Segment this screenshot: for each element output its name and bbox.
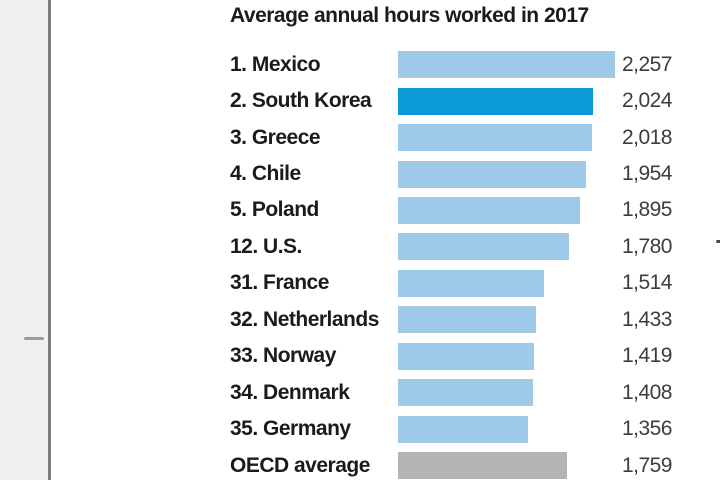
bar-cell	[398, 87, 618, 115]
bar-cell	[398, 342, 618, 370]
country-label: 31. France	[230, 271, 329, 295]
value-bar	[398, 342, 534, 370]
left-gutter-panel	[0, 0, 48, 480]
value-label: 2,257	[621, 52, 673, 76]
chart-row: 31. France 1,514	[230, 265, 673, 301]
value-label: 2,024	[621, 89, 673, 113]
chart-title: Average annual hours worked in 2017	[230, 4, 589, 27]
chart-row: OECD average 1,759	[230, 447, 673, 483]
value-bar	[398, 452, 567, 480]
bar-cell	[398, 269, 618, 297]
country-label: 34. Denmark	[230, 380, 350, 404]
country-label: 4. Chile	[230, 162, 301, 186]
bar-cell	[398, 452, 618, 480]
country-label: 1. Mexico	[230, 52, 321, 76]
value-label: 1,780	[621, 234, 673, 258]
value-bar	[398, 306, 536, 334]
value-label: 1,759	[621, 453, 673, 477]
value-bar	[398, 87, 593, 115]
panel-divider-line	[48, 0, 51, 480]
country-label: 12. U.S.	[230, 234, 302, 258]
country-label: 2. South Korea	[230, 89, 372, 113]
value-label: 1,419	[621, 344, 673, 368]
chart-row: 35. Germany 1,356	[230, 411, 673, 447]
chart-row: 32. Netherlands 1,433	[230, 302, 673, 338]
value-label: 1,356	[621, 417, 673, 441]
value-label: 1,514	[621, 271, 673, 295]
country-label: 32. Netherlands	[230, 307, 379, 331]
value-bar	[398, 379, 533, 407]
value-bar	[398, 233, 569, 261]
bar-cell	[398, 233, 618, 261]
value-label: 2,018	[621, 125, 673, 149]
value-bar	[398, 196, 580, 224]
value-label: 1,433	[621, 307, 673, 331]
value-bar	[398, 124, 592, 152]
bar-cell	[398, 196, 618, 224]
bar-cell	[398, 379, 618, 407]
bar-cell	[398, 51, 618, 79]
chart-row: 2. South Korea 2,024	[230, 83, 673, 119]
bar-chart: 1. Mexico 2,257 2. South Korea 2,024 3. Gree…	[230, 47, 673, 484]
chart-row: 33. Norway 1,419	[230, 338, 673, 374]
bar-cell	[398, 306, 618, 334]
country-label: 5. Poland	[230, 198, 319, 222]
country-label: 3. Greece	[230, 125, 321, 149]
value-bar	[398, 415, 528, 443]
value-bar	[398, 160, 586, 188]
chart-row: 5. Poland 1,895	[230, 192, 673, 228]
scroll-indicator-dash	[24, 337, 44, 340]
chart-row: 4. Chile 1,954	[230, 156, 673, 192]
value-label: 1,408	[621, 380, 673, 404]
country-label: OECD average	[230, 453, 370, 477]
chart-row: 12. U.S. 1,780	[230, 229, 673, 265]
value-bar	[398, 269, 544, 297]
country-label: 33. Norway	[230, 344, 336, 368]
bar-cell	[398, 124, 618, 152]
right-edge-mark	[716, 240, 720, 243]
value-label: 1,895	[621, 198, 673, 222]
bar-cell	[398, 415, 618, 443]
bar-cell	[398, 160, 618, 188]
value-bar	[398, 51, 615, 79]
country-label: 35. Germany	[230, 417, 351, 441]
value-label: 1,954	[621, 162, 673, 186]
chart-row: 34. Denmark 1,408	[230, 374, 673, 410]
chart-row: 3. Greece 2,018	[230, 119, 673, 155]
chart-row: 1. Mexico 2,257	[230, 47, 673, 83]
